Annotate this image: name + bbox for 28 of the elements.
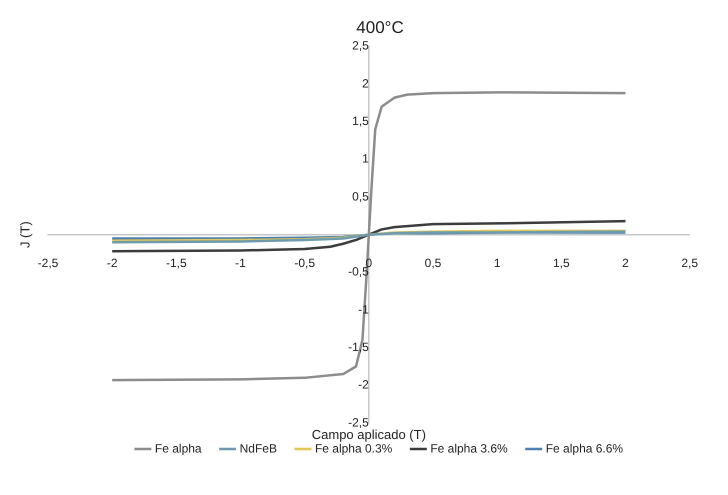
y-tick-label: 0,5 <box>352 189 370 204</box>
x-tick-label: -0,5 <box>294 256 316 270</box>
x-tick-label: -1 <box>235 256 246 270</box>
y-tick-label: -2,5 <box>348 415 370 430</box>
x-tick-label: 0 <box>365 256 372 270</box>
legend-label: Fe alpha 0.3% <box>314 441 393 456</box>
y-tick-label: 1 <box>362 152 370 166</box>
x-tick-label: -2,5 <box>38 256 59 270</box>
x-tick-label: 1 <box>494 256 501 270</box>
y-tick-label: 2,5 <box>352 38 370 53</box>
legend-label: Fe alpha 6.6% <box>546 441 624 456</box>
x-tick-label: 0,5 <box>424 256 442 270</box>
legend-label: Fe alpha <box>154 441 202 456</box>
chart-title: 400°C <box>356 18 404 37</box>
y-tick-label: -1,5 <box>348 340 370 354</box>
y-tick-label: -2 <box>358 378 370 392</box>
y-tick-label: -1 <box>358 302 370 316</box>
x-tick-label: -1,5 <box>166 256 187 270</box>
x-tick-label: 2 <box>622 256 630 270</box>
y-tick-label: 2 <box>362 76 370 90</box>
x-tick-label: 1,5 <box>552 256 570 270</box>
x-axis-title: Campo aplicado (T) <box>312 427 426 442</box>
x-tick-label: -2 <box>106 256 118 270</box>
legend-label: Fe alpha 3.6% <box>430 441 508 456</box>
y-axis-title: J (T) <box>18 221 33 248</box>
y-tick-label: 1,5 <box>352 114 370 128</box>
legend-label: NdFeB <box>240 441 277 456</box>
x-tick-label: 2,5 <box>681 256 698 270</box>
